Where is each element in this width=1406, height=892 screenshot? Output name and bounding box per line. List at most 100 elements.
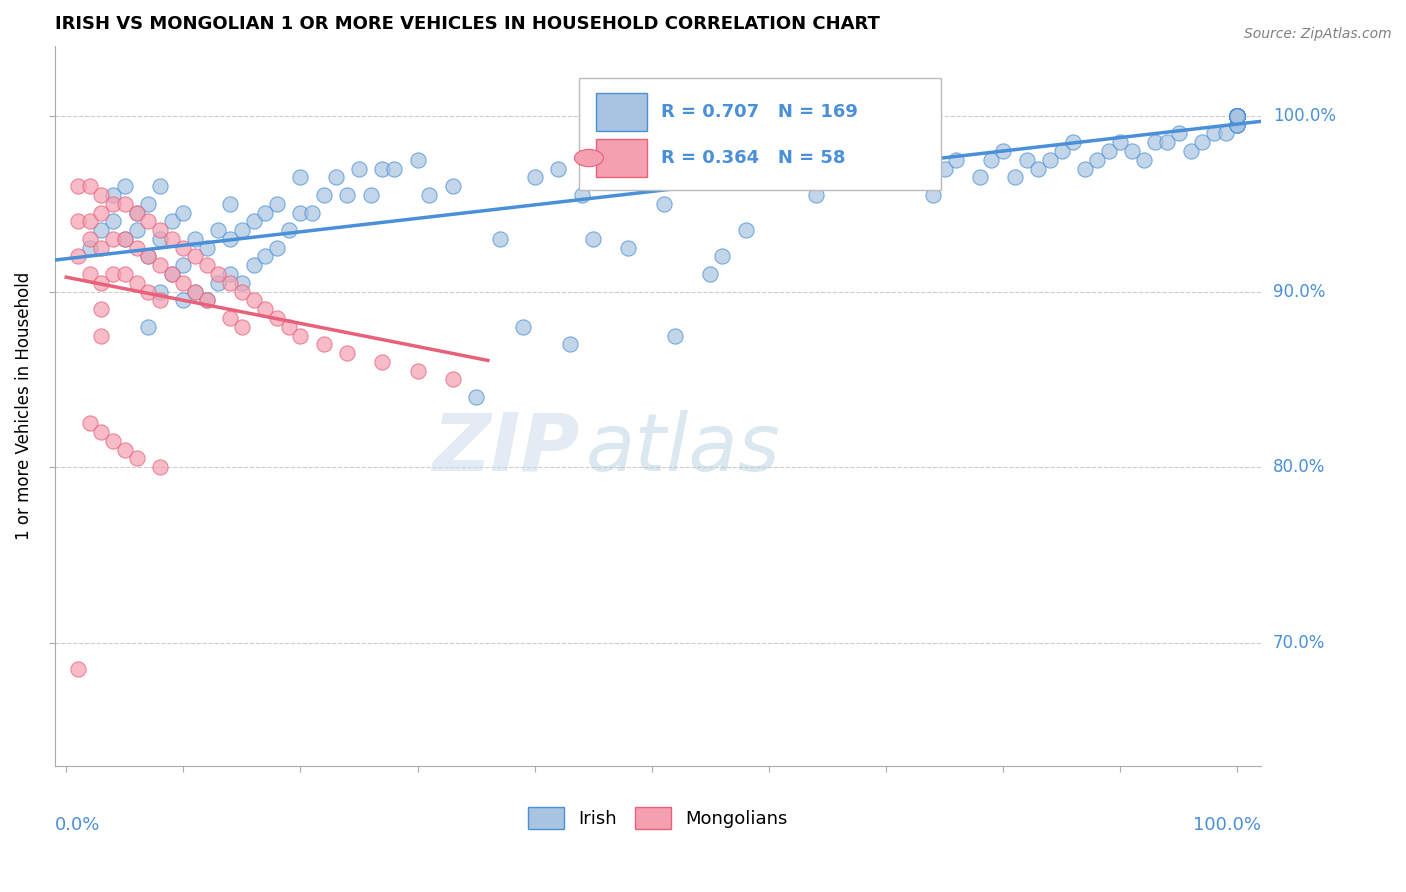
Point	[231, 285, 253, 299]
Point	[254, 302, 277, 317]
Point	[90, 425, 112, 439]
Point	[1202, 127, 1225, 141]
Point	[114, 232, 136, 246]
Point	[512, 319, 534, 334]
Point	[231, 319, 253, 334]
Text: 80.0%: 80.0%	[1272, 458, 1326, 476]
Point	[160, 214, 183, 228]
Point	[149, 179, 172, 194]
Text: R = 0.707   N = 169: R = 0.707 N = 169	[661, 103, 858, 121]
Point	[219, 232, 242, 246]
Point	[242, 214, 264, 228]
Point	[172, 258, 194, 272]
Point	[1226, 109, 1249, 123]
Point	[184, 250, 207, 264]
Point	[207, 276, 229, 290]
Point	[66, 179, 89, 194]
Point	[1121, 144, 1143, 158]
Point	[1050, 144, 1073, 158]
Point	[79, 214, 101, 228]
Point	[617, 241, 640, 255]
Point	[523, 170, 546, 185]
Point	[1226, 109, 1249, 123]
Point	[184, 285, 207, 299]
Point	[242, 258, 264, 272]
Point	[1226, 109, 1249, 123]
Point	[371, 355, 394, 369]
Point	[136, 250, 159, 264]
Point	[79, 417, 101, 431]
Point	[219, 310, 242, 325]
Point	[628, 136, 651, 150]
Text: IRISH VS MONGOLIAN 1 OR MORE VEHICLES IN HOUSEHOLD CORRELATION CHART: IRISH VS MONGOLIAN 1 OR MORE VEHICLES IN…	[55, 15, 879, 33]
Point	[1226, 109, 1249, 123]
Circle shape	[575, 149, 603, 167]
Point	[1226, 109, 1249, 123]
Point	[136, 285, 159, 299]
Point	[898, 153, 921, 167]
Point	[277, 223, 299, 237]
Point	[242, 293, 264, 308]
Point	[149, 293, 172, 308]
Point	[207, 267, 229, 281]
Point	[1132, 153, 1154, 167]
Point	[382, 161, 405, 176]
Point	[184, 232, 207, 246]
Point	[1226, 109, 1249, 123]
Point	[1226, 109, 1249, 123]
Point	[1226, 109, 1249, 123]
Point	[325, 170, 347, 185]
Point	[207, 223, 229, 237]
Point	[1226, 109, 1249, 123]
Text: 0.0%: 0.0%	[55, 816, 100, 834]
FancyBboxPatch shape	[596, 93, 647, 130]
Point	[231, 276, 253, 290]
Point	[1226, 109, 1249, 123]
FancyBboxPatch shape	[596, 139, 647, 177]
Point	[782, 170, 804, 185]
Point	[149, 223, 172, 237]
Point	[711, 250, 734, 264]
Point	[558, 337, 581, 351]
Point	[1226, 109, 1249, 123]
Point	[1226, 109, 1249, 123]
Point	[1226, 109, 1249, 123]
Point	[125, 451, 148, 466]
Point	[1226, 109, 1249, 123]
Point	[1226, 109, 1249, 123]
Point	[90, 188, 112, 202]
Point	[817, 170, 839, 185]
Point	[1226, 109, 1249, 123]
Point	[125, 205, 148, 219]
Point	[195, 293, 218, 308]
Point	[993, 144, 1015, 158]
Point	[336, 188, 359, 202]
Text: atlas: atlas	[585, 410, 780, 488]
Point	[1167, 127, 1189, 141]
Point	[1226, 109, 1249, 123]
Point	[1226, 109, 1249, 123]
Point	[79, 267, 101, 281]
Point	[1226, 109, 1249, 123]
Point	[1215, 127, 1237, 141]
Point	[1226, 109, 1249, 123]
Point	[1226, 109, 1249, 123]
FancyBboxPatch shape	[579, 78, 941, 190]
Point	[1226, 109, 1249, 123]
Point	[1226, 109, 1249, 123]
Point	[125, 205, 148, 219]
Point	[1226, 109, 1249, 123]
Point	[312, 188, 335, 202]
Point	[101, 232, 124, 246]
Point	[149, 232, 172, 246]
Point	[1226, 109, 1249, 123]
Point	[290, 170, 312, 185]
Point	[1180, 144, 1202, 158]
Point	[804, 188, 827, 202]
Point	[1226, 118, 1249, 132]
Point	[195, 241, 218, 255]
Point	[1226, 109, 1249, 123]
Point	[172, 276, 194, 290]
Point	[828, 153, 851, 167]
Point	[114, 179, 136, 194]
